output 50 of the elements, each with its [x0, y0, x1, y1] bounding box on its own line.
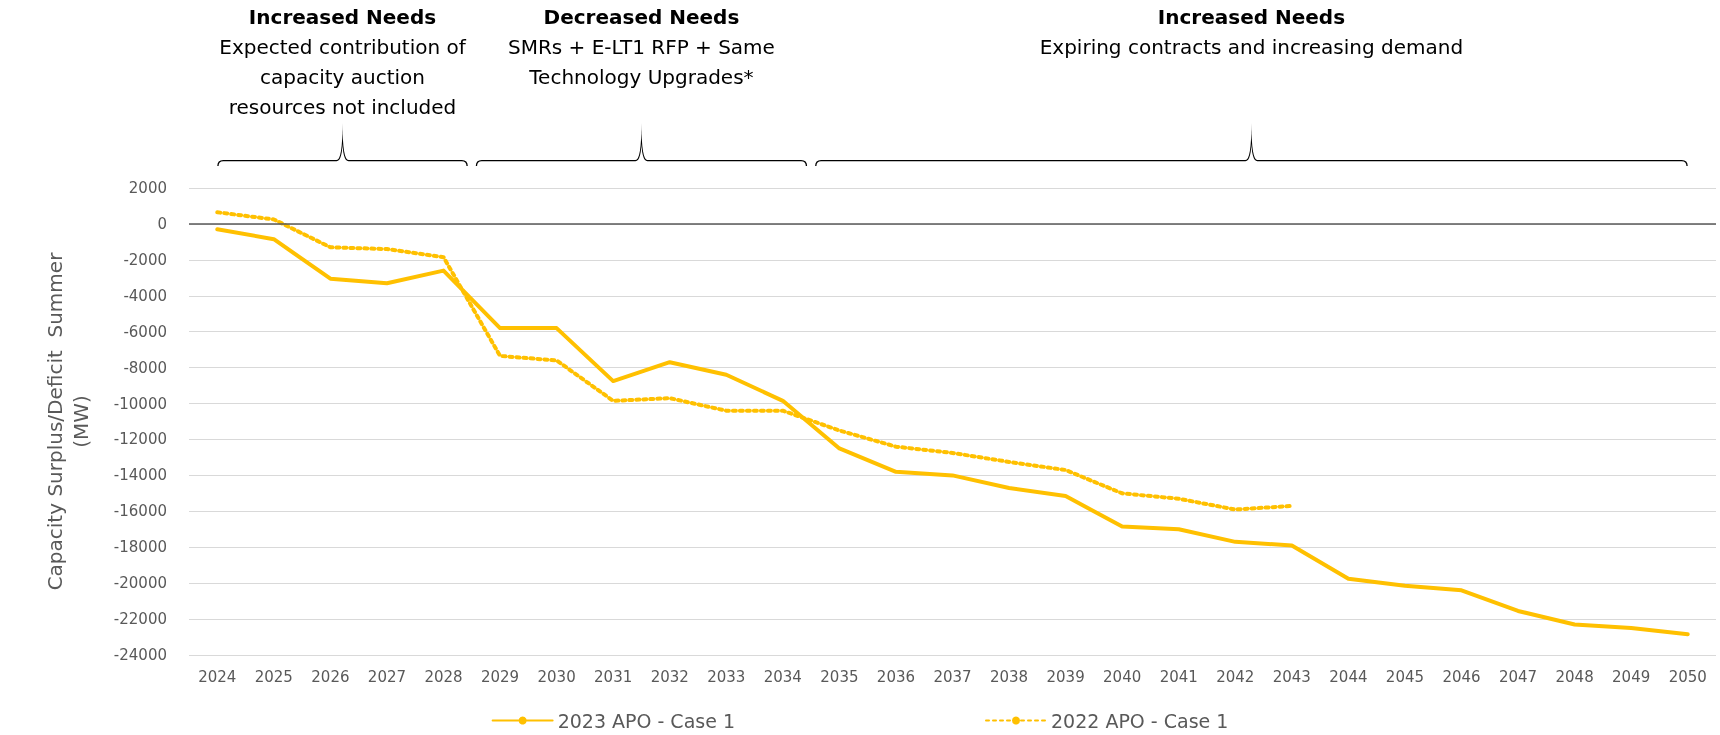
y-tick-label: -8000	[123, 358, 167, 377]
x-tick-label: 2047	[1498, 667, 1538, 686]
y-tick-label: -2000	[123, 250, 167, 269]
x-tick-label: 2048	[1555, 667, 1594, 686]
y-axis-title: Capacity Surplus/Deficit Summer (MW)	[43, 251, 93, 591]
x-tick-label: 2036	[876, 667, 916, 686]
text: Increased Needs	[247, 4, 438, 31]
x-tick-label: 2045	[1385, 667, 1425, 686]
x-tick-label: 2037	[933, 667, 972, 686]
x-tick-label: 2033	[707, 667, 746, 686]
x-tick-label: 2044	[1329, 667, 1368, 686]
x-tick-label: 2042	[1216, 667, 1255, 686]
y-tick-label: -6000	[123, 322, 167, 341]
text: Expected contribution of capacity auction resources not included	[219, 35, 466, 119]
x-tick-label: 2032	[650, 667, 689, 686]
y-tick-label: -4000	[123, 286, 167, 305]
y-tick-label: 2000	[128, 179, 167, 197]
y-tick-label: -16000	[113, 502, 167, 521]
text: Decreased Needs	[542, 4, 741, 31]
x-tick-label: 2025	[254, 667, 293, 686]
x-tick-label: 2046	[1442, 667, 1481, 686]
x-tick-label: 2024	[198, 667, 237, 686]
y-tick-label: -14000	[113, 466, 167, 485]
x-tick-label: 2039	[1046, 667, 1085, 686]
y-tick-label: -22000	[113, 610, 167, 629]
x-tick-label: 2035	[820, 667, 859, 686]
y-tick-label: -12000	[113, 430, 167, 449]
y-tick-label: -24000	[113, 646, 167, 664]
x-tick-label: 2041	[1159, 667, 1198, 686]
x-tick-label: 2029	[480, 667, 520, 686]
x-tick-label: 2049	[1612, 667, 1651, 686]
y-tick-label: -10000	[113, 394, 167, 413]
y-tick-label: 0	[157, 214, 167, 233]
x-tick-label: 2040	[1103, 667, 1142, 686]
x-tick-label: 2026	[311, 667, 350, 686]
text: Expiring contracts and increasing demand	[1039, 35, 1464, 59]
x-tick-label: 2050	[1668, 667, 1707, 686]
x-tick-label: 2043	[1272, 667, 1311, 686]
text: SMRs + E-LT1 RFP + Same Technology Upgrades*	[507, 35, 775, 89]
x-tick-label: 2027	[367, 667, 407, 686]
x-tick-label: 2031	[594, 667, 633, 686]
x-tick-label: 2028	[424, 667, 463, 686]
x-tick-label: 2034	[763, 667, 802, 686]
x-tick-label: 2030	[537, 667, 576, 686]
x-tick-label: 2038	[989, 667, 1029, 686]
y-tick-label: -20000	[113, 574, 167, 593]
legend-label: 2022 APO - Case 1	[1051, 709, 1229, 732]
y-tick-label: -18000	[113, 538, 167, 557]
text: Increased Needs	[1156, 4, 1347, 31]
legend-label: 2023 APO - Case 1	[557, 709, 736, 732]
